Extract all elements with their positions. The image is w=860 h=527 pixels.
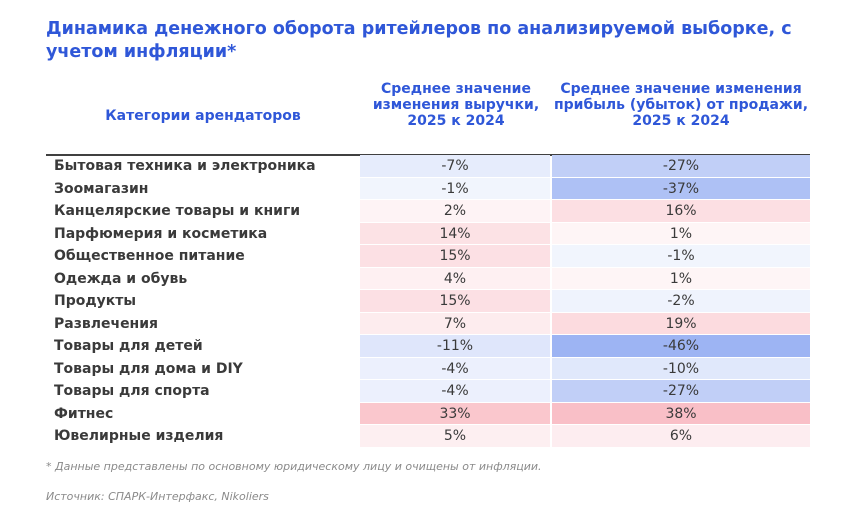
table-row: Одежда и обувь 4% 1%: [46, 267, 810, 291]
category-label: Товары для дома и DIY: [54, 360, 243, 377]
category-label: Товары для спорта: [54, 383, 210, 399]
revenue-change-cell: 2%: [360, 200, 550, 222]
profit-change-cell: 1%: [552, 267, 810, 289]
profit-change-cell: -1%: [552, 245, 810, 267]
category-label: Одежда и обувь: [54, 270, 188, 287]
table-row: Бытовая техника и электроника -7% -27%: [46, 155, 810, 178]
profit-change-cell: 38%: [552, 402, 810, 424]
profit-change-cell: -27%: [552, 155, 810, 177]
table-row: Канцелярские товары и книги 2% 16%: [46, 200, 810, 223]
revenue-change-cell: -11%: [360, 335, 550, 357]
table-row: Товары для детей -11% -46%: [46, 335, 810, 358]
revenue-change-cell: 33%: [360, 402, 550, 424]
revenue-change-cell: -4%: [360, 380, 550, 402]
category-label: Фитнес: [54, 405, 114, 422]
footnote: * Данные представлены по основному юриди…: [46, 460, 542, 473]
table-row: Фитнес 33% 38%: [46, 402, 810, 426]
column-header-category: Категории арендаторов: [105, 108, 301, 124]
category-label: Развлечения: [54, 315, 159, 332]
profit-change-cell: -2%: [552, 290, 810, 312]
column-header-revenue: Среднее значение изменения выручки, 2025…: [372, 81, 540, 129]
source-note: Источник: СПАРК-Интерфакс, Nikoliers: [46, 490, 269, 503]
profit-change-cell: 6%: [552, 425, 810, 447]
profit-change-cell: -46%: [552, 335, 810, 357]
revenue-change-cell: 15%: [360, 290, 550, 312]
category-label: Продукты: [54, 293, 137, 309]
table-row: Товары для дома и DIY -4% -10%: [46, 357, 810, 381]
profit-change-cell: -27%: [552, 380, 810, 402]
revenue-change-cell: -4%: [360, 357, 550, 379]
column-header-profit: Среднее значение изменения прибыль (убыт…: [553, 81, 809, 129]
table-row: Парфюмерия и косметика 14% 1%: [46, 222, 810, 246]
revenue-change-cell: 14%: [360, 222, 550, 244]
table-row: Ювелирные изделия 5% 6%: [46, 425, 810, 448]
category-label: Общественное питание: [54, 248, 245, 264]
table-row: Товары для спорта -4% -27%: [46, 380, 810, 403]
profit-change-cell: -10%: [552, 357, 810, 379]
revenue-change-cell: 4%: [360, 267, 550, 289]
revenue-change-cell: -1%: [360, 177, 550, 199]
category-label: Бытовая техника и электроника: [54, 158, 316, 174]
profit-change-cell: 19%: [552, 312, 810, 334]
revenue-change-cell: 5%: [360, 425, 550, 447]
category-label: Парфюмерия и косметика: [54, 225, 268, 242]
chart-title: Динамика денежного оборота ритейлеров по…: [46, 19, 792, 62]
revenue-change-cell: 15%: [360, 245, 550, 267]
table-row: Продукты 15% -2%: [46, 290, 810, 313]
category-label: Зоомагазин: [54, 180, 149, 197]
table-row: Зоомагазин -1% -37%: [46, 177, 810, 201]
data-table: Бытовая техника и электроника -7% -27% Зоом…: [46, 155, 810, 448]
revenue-change-cell: 7%: [360, 312, 550, 334]
category-label: Товары для детей: [54, 338, 203, 354]
profit-change-cell: -37%: [552, 177, 810, 199]
profit-change-cell: 16%: [552, 200, 810, 222]
table-row: Развлечения 7% 19%: [46, 312, 810, 336]
category-label: Ювелирные изделия: [54, 428, 224, 444]
profit-change-cell: 1%: [552, 222, 810, 244]
category-label: Канцелярские товары и книги: [54, 203, 301, 219]
revenue-change-cell: -7%: [360, 155, 550, 177]
table-row: Общественное питание 15% -1%: [46, 245, 810, 268]
